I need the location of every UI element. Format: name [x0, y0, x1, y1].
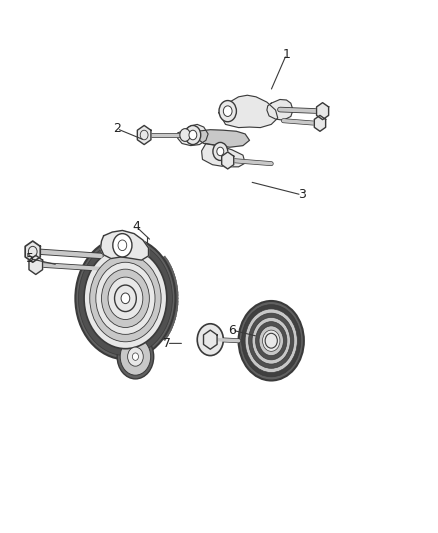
Polygon shape — [178, 124, 208, 146]
Circle shape — [265, 333, 277, 348]
Circle shape — [204, 332, 216, 347]
Circle shape — [75, 237, 176, 359]
Polygon shape — [138, 125, 151, 144]
Circle shape — [180, 128, 190, 141]
Polygon shape — [219, 95, 278, 127]
Circle shape — [117, 334, 154, 379]
Circle shape — [113, 233, 132, 257]
Circle shape — [255, 321, 287, 360]
Circle shape — [96, 262, 155, 334]
Circle shape — [213, 142, 228, 160]
Text: 6: 6 — [228, 324, 236, 337]
Polygon shape — [25, 241, 40, 262]
Circle shape — [245, 309, 297, 373]
Circle shape — [252, 317, 290, 364]
Circle shape — [185, 125, 201, 144]
Circle shape — [102, 269, 149, 327]
Circle shape — [189, 130, 197, 140]
Circle shape — [223, 106, 232, 116]
Polygon shape — [29, 255, 42, 274]
Circle shape — [120, 338, 151, 375]
Text: 4: 4 — [132, 220, 140, 233]
Circle shape — [249, 313, 294, 368]
Circle shape — [259, 326, 283, 356]
Polygon shape — [204, 330, 217, 349]
Polygon shape — [317, 103, 328, 119]
Circle shape — [219, 101, 237, 122]
Text: 2: 2 — [113, 122, 120, 135]
Circle shape — [78, 241, 173, 356]
Text: 3: 3 — [298, 189, 306, 201]
Circle shape — [108, 277, 143, 319]
Circle shape — [242, 305, 301, 377]
Polygon shape — [267, 100, 293, 120]
Circle shape — [262, 330, 280, 351]
Circle shape — [115, 285, 136, 312]
Circle shape — [127, 347, 143, 366]
Circle shape — [239, 301, 304, 381]
Text: 1: 1 — [283, 48, 290, 61]
Text: 7: 7 — [163, 337, 171, 350]
Circle shape — [121, 293, 130, 304]
Polygon shape — [314, 115, 325, 131]
Text: 5: 5 — [26, 252, 34, 265]
Polygon shape — [101, 230, 148, 260]
Polygon shape — [196, 130, 250, 147]
Polygon shape — [222, 152, 234, 169]
Circle shape — [132, 353, 138, 360]
Circle shape — [90, 255, 161, 342]
Circle shape — [197, 324, 223, 356]
Polygon shape — [201, 143, 245, 167]
Circle shape — [84, 248, 167, 349]
Circle shape — [217, 147, 224, 156]
